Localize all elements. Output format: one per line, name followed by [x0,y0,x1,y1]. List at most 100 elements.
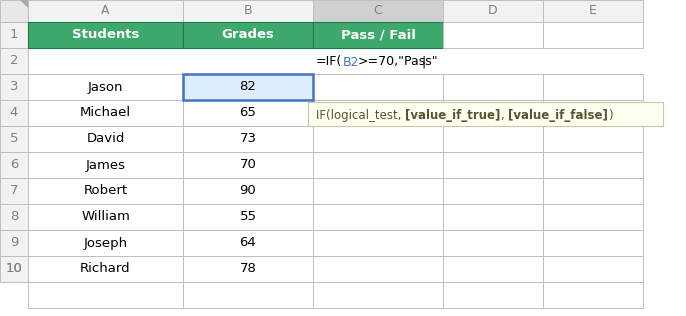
Bar [543,22,643,48]
Bar [183,22,313,48]
Text: |: | [421,56,425,69]
Bar [28,126,183,152]
Text: 64: 64 [239,236,257,250]
Text: Pass / Fail: Pass / Fail [340,28,416,41]
Bar [313,0,443,22]
Text: 82: 82 [239,81,257,94]
Text: 5: 5 [10,132,19,145]
Bar [183,204,313,230]
Bar [0,126,28,152]
Text: 73: 73 [239,132,257,145]
Bar [443,256,543,282]
Text: 1: 1 [10,28,19,41]
Bar [28,204,183,230]
Bar [543,126,643,152]
Bar [183,282,313,308]
Bar [313,178,443,204]
Bar [0,178,28,204]
Text: 9: 9 [10,236,19,250]
Bar [443,256,543,282]
Bar [313,256,443,282]
Bar [28,256,183,282]
Bar [183,178,313,204]
Bar [28,22,183,48]
Bar [443,126,543,152]
Bar [28,100,183,126]
Bar [28,178,183,204]
Text: ,: , [501,108,508,121]
Bar [443,152,543,178]
Bar [443,22,543,48]
Bar [443,100,543,126]
Bar [543,256,643,282]
Text: E: E [589,4,597,17]
Bar [28,230,183,256]
Bar [313,152,443,178]
Bar [308,102,663,126]
Bar [0,256,28,282]
Bar [313,100,443,126]
Bar [28,152,183,178]
Bar [443,74,543,100]
Bar [183,152,313,178]
Text: [value_if_false]: [value_if_false] [508,108,608,121]
Bar [0,22,28,48]
Bar [543,100,643,126]
Text: D: D [488,4,498,17]
Bar [0,256,28,282]
Text: Joseph: Joseph [84,236,128,250]
Text: 90: 90 [239,185,257,198]
Bar [183,0,313,22]
Bar [313,74,443,100]
Text: B2: B2 [343,56,359,69]
Text: =IF(: =IF( [316,56,342,69]
Bar [0,48,28,74]
Text: 78: 78 [239,263,257,276]
Bar [443,282,543,308]
Text: 10: 10 [5,263,23,276]
Bar [313,204,443,230]
Bar [183,126,313,152]
Bar [313,256,443,282]
Text: ): ) [608,108,613,121]
Bar [0,204,28,230]
Bar [543,152,643,178]
Text: IF(logical_test,: IF(logical_test, [316,108,405,121]
Bar [443,178,543,204]
Bar [543,282,643,308]
Bar [183,256,313,282]
Text: 2: 2 [10,54,19,68]
Bar [0,74,28,100]
Text: 65: 65 [239,106,257,119]
Text: 55: 55 [239,210,257,223]
Text: 10: 10 [5,263,23,276]
Text: Michael: Michael [80,106,131,119]
Text: Richard: Richard [80,263,131,276]
Bar [543,204,643,230]
Text: 8: 8 [10,210,19,223]
Bar [443,204,543,230]
Bar [313,22,443,48]
Bar [28,256,183,282]
Text: 4: 4 [10,106,19,119]
Text: [value_if_true]: [value_if_true] [405,108,501,121]
Bar [183,230,313,256]
Text: A: A [102,4,110,17]
Bar [28,0,183,22]
Text: 70: 70 [239,159,257,172]
Bar [543,0,643,22]
Text: Jason: Jason [88,81,123,94]
Text: Grades: Grades [222,28,274,41]
Bar [543,256,643,282]
Bar [543,178,643,204]
Bar [28,74,183,100]
Text: William: William [81,210,130,223]
Bar [309,103,664,127]
Bar [183,100,313,126]
Bar [0,152,28,178]
Bar [543,230,643,256]
Bar [183,256,313,282]
Bar [443,0,543,22]
Text: 6: 6 [10,159,19,172]
Polygon shape [20,0,28,8]
